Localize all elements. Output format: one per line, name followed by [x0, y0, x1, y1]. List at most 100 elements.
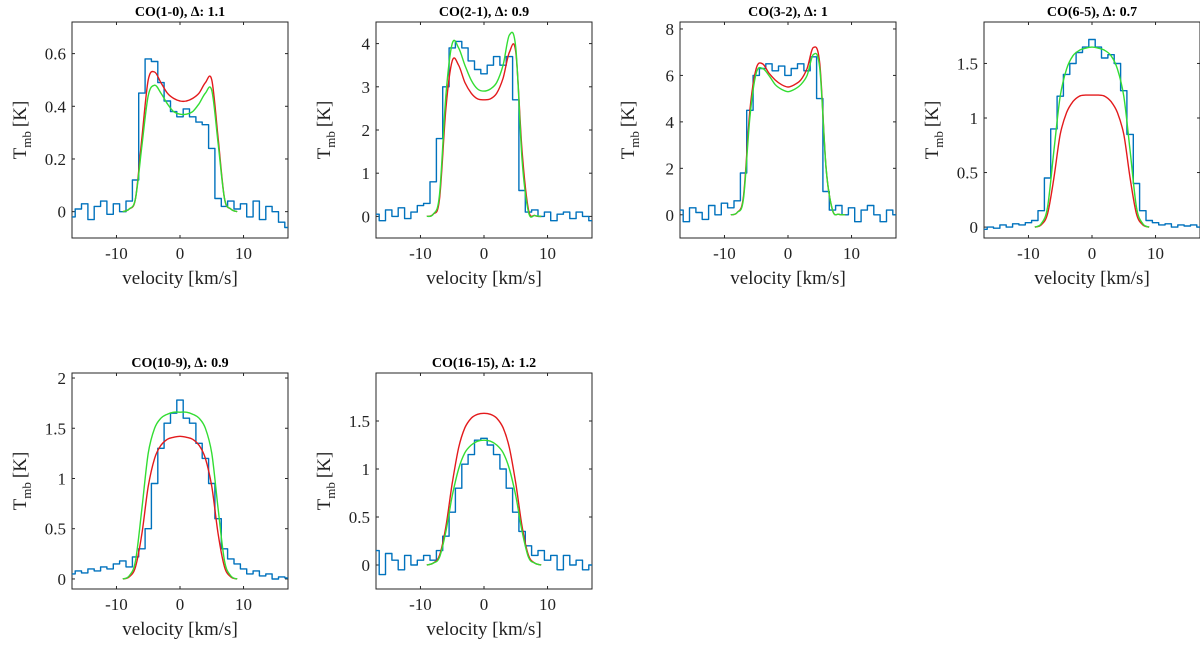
y-axis-symbol: T: [10, 147, 31, 159]
y-tick-label: 4: [666, 113, 675, 132]
y-axis-symbol: T: [314, 498, 335, 510]
y-tick-label: 0: [58, 203, 67, 222]
chart-title: CO(10-9), ∆: 0.9: [131, 356, 228, 371]
series-group: [72, 399, 288, 580]
y-tick-label: 1.5: [349, 412, 370, 431]
y-axis-symbol: T: [922, 147, 943, 159]
y-tick-label: 2: [666, 159, 675, 178]
y-tick-label: 1: [58, 469, 67, 488]
y-tick-label: 1: [970, 109, 979, 128]
y-axis-subscript: mb: [19, 131, 34, 148]
y-axis-label: Tmb [K]: [10, 101, 34, 160]
x-tick-label: 0: [480, 595, 489, 614]
chart-panel-3: CO(3-2), ∆: 1 -10 0 10 0 2 4 6 8 velocity [km/s] T…: [618, 5, 897, 289]
x-tick-label: 10: [539, 595, 556, 614]
x-tick-label: -10: [409, 595, 432, 614]
series-line-observed: [376, 437, 592, 576]
y-tick-label: 8: [666, 20, 675, 39]
y-axis-label: Tmb [K]: [314, 452, 338, 511]
y-axis-subscript: mb: [323, 131, 338, 148]
y-axis-unit: [K]: [314, 101, 335, 127]
y-axis-subscript: mb: [19, 482, 34, 499]
y-tick-label: 1: [362, 164, 371, 183]
series-line-model-red: [1034, 94, 1150, 228]
series-group: [72, 58, 288, 229]
y-axis-unit: [K]: [922, 101, 943, 127]
series-line-model-green: [426, 439, 542, 566]
x-tick-label: -10: [105, 595, 128, 614]
series-line-model-green: [122, 84, 238, 213]
x-axis-label: velocity [km/s]: [426, 268, 542, 289]
y-axis-subscript: mb: [931, 131, 946, 148]
y-tick-label: 1: [362, 460, 371, 479]
y-tick-label: 4: [362, 35, 371, 54]
axes-box: [983, 21, 1200, 239]
axes-box: [71, 21, 289, 239]
chart-panel-6: CO(16-15), ∆: 1.2 -10 0 10 0 0.5 1 1.5 velocity …: [314, 356, 593, 640]
axes-box: [71, 372, 289, 590]
x-tick-label: 0: [176, 595, 185, 614]
y-tick-label: 0: [362, 207, 371, 226]
y-tick-label: 2: [362, 121, 371, 140]
y-axis-symbol: T: [618, 147, 639, 159]
series-line-observed: [984, 38, 1200, 230]
y-axis-label: Tmb [K]: [10, 452, 34, 511]
x-tick-label: 0: [784, 244, 793, 263]
chart-title: CO(3-2), ∆: 1: [748, 5, 828, 20]
y-axis-unit: [K]: [314, 452, 335, 478]
chart-title: CO(16-15), ∆: 1.2: [432, 356, 536, 371]
y-tick-label: 0.5: [45, 520, 66, 539]
x-tick-label: 10: [1147, 244, 1164, 263]
series-line-model-green: [426, 31, 542, 218]
x-tick-label: -10: [105, 244, 128, 263]
series-group: [376, 31, 592, 222]
x-tick-label: 0: [176, 244, 185, 263]
y-tick-label: 0.6: [45, 45, 66, 64]
y-tick-label: 0: [666, 206, 675, 225]
series-line-model-red: [122, 435, 238, 580]
x-tick-label: -10: [713, 244, 736, 263]
y-axis-label: Tmb [K]: [314, 101, 338, 160]
y-tick-label: 1.5: [957, 54, 978, 73]
y-tick-label: 0.4: [45, 97, 67, 116]
y-axis-symbol: T: [314, 147, 335, 159]
series-line-model-red: [426, 412, 542, 566]
y-tick-label: 6: [666, 66, 675, 85]
series-line-model-green: [122, 411, 238, 580]
y-tick-label: 0: [362, 556, 371, 575]
y-tick-label: 0: [58, 570, 67, 589]
x-axis-label: velocity [km/s]: [122, 268, 238, 289]
y-axis-subscript: mb: [627, 131, 642, 148]
y-axis-unit: [K]: [618, 101, 639, 127]
y-tick-label: 0: [970, 218, 979, 237]
y-axis-unit: [K]: [10, 452, 31, 478]
axes-box: [375, 21, 593, 239]
y-axis-label: Tmb [K]: [922, 101, 946, 160]
series-group: [984, 38, 1200, 230]
y-tick-label: 0.5: [957, 164, 978, 183]
series-line-model-green: [730, 52, 846, 216]
series-line-observed: [72, 399, 288, 580]
x-tick-label: -10: [1017, 244, 1040, 263]
series-group: [680, 46, 896, 223]
x-tick-label: 0: [480, 244, 489, 263]
y-axis-symbol: T: [10, 498, 31, 510]
x-axis-label: velocity [km/s]: [1034, 268, 1150, 289]
axes-box: [375, 372, 593, 590]
y-tick-label: 3: [362, 78, 371, 97]
x-axis-label: velocity [km/s]: [122, 619, 238, 640]
x-tick-label: -10: [409, 244, 432, 263]
x-tick-label: 10: [235, 595, 252, 614]
y-axis-subscript: mb: [323, 482, 338, 499]
chart-title: CO(6-5), ∆: 0.7: [1047, 5, 1137, 20]
series-line-observed: [72, 58, 288, 229]
series-group: [376, 412, 592, 576]
x-tick-label: 0: [1088, 244, 1097, 263]
y-tick-label: 0.5: [349, 508, 370, 527]
chart-panel-4: CO(6-5), ∆: 0.7 -10 0 10 0 0.5 1 1.5 velocity [k…: [922, 5, 1200, 289]
x-tick-label: 10: [843, 244, 860, 263]
x-axis-label: velocity [km/s]: [730, 268, 846, 289]
chart-panel-5: CO(10-9), ∆: 0.9 -10 0 10 0 0.5 1 1.5 2 velocity …: [10, 356, 289, 640]
chart-panel-1: CO(1-0), ∆: 1.1 -10 0 10 0 0.2 0.4 0.6 velocity …: [10, 5, 289, 289]
x-tick-label: 10: [539, 244, 556, 263]
